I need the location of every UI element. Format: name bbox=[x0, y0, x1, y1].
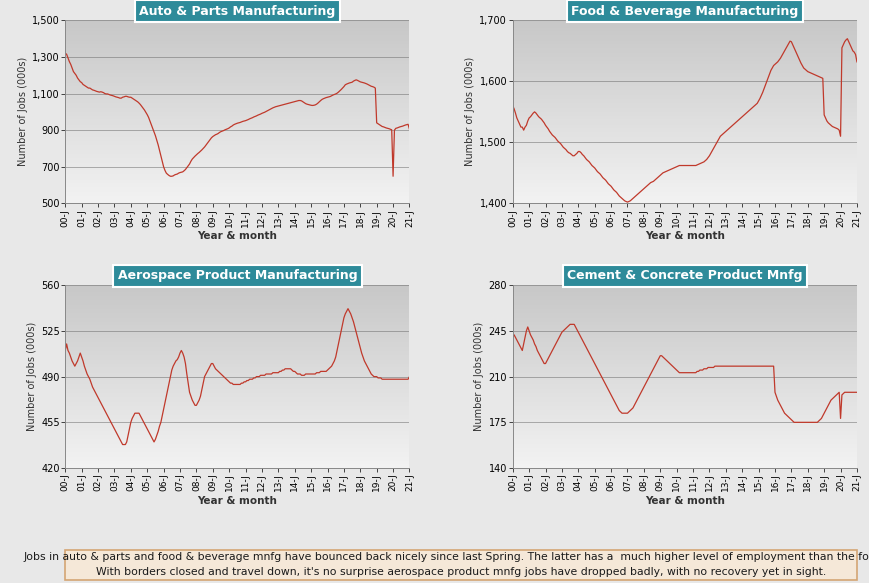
X-axis label: Year & month: Year & month bbox=[644, 231, 724, 241]
Text: Jobs in auto & parts and food & beverage mnfg have bounced back nicely since las: Jobs in auto & parts and food & beverage… bbox=[23, 552, 869, 577]
Text: Aerospace Product Manufacturing: Aerospace Product Manufacturing bbox=[117, 269, 357, 282]
X-axis label: Year & month: Year & month bbox=[197, 231, 277, 241]
Y-axis label: Number of Jobs (000s): Number of Jobs (000s) bbox=[27, 322, 36, 431]
Y-axis label: Number of Jobs (000s): Number of Jobs (000s) bbox=[474, 322, 484, 431]
Y-axis label: Number of Jobs (000s): Number of Jobs (000s) bbox=[465, 57, 474, 167]
X-axis label: Year & month: Year & month bbox=[197, 496, 277, 505]
X-axis label: Year & month: Year & month bbox=[644, 496, 724, 505]
Y-axis label: Number of Jobs (000s): Number of Jobs (000s) bbox=[17, 57, 28, 167]
FancyBboxPatch shape bbox=[65, 550, 856, 580]
Text: Auto & Parts Manufacturing: Auto & Parts Manufacturing bbox=[139, 5, 335, 17]
Text: Cement & Concrete Product Mnfg: Cement & Concrete Product Mnfg bbox=[567, 269, 802, 282]
Text: Food & Beverage Manufacturing: Food & Beverage Manufacturing bbox=[571, 5, 798, 17]
